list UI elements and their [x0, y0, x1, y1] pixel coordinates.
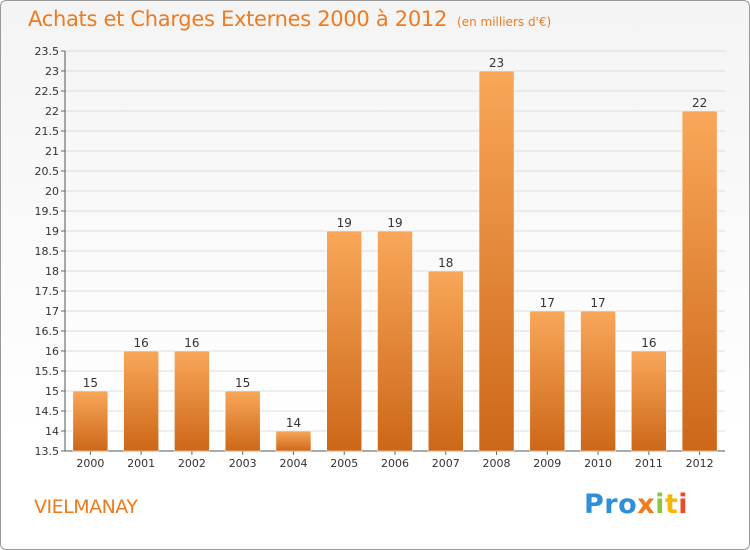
y-tick-label: 16	[45, 345, 59, 358]
data-label-2004: 14	[286, 416, 301, 430]
data-label-2006: 19	[387, 216, 402, 230]
bar-2012	[681, 110, 718, 452]
x-tick-label-2012: 2012	[686, 457, 714, 470]
y-tick-label: 20	[45, 185, 59, 198]
data-label-2008: 23	[489, 56, 504, 70]
y-tick-label: 16.5	[35, 325, 60, 338]
bar-2005	[326, 230, 362, 452]
logo-part-pro: Pro	[584, 489, 638, 520]
data-label-2011: 16	[641, 336, 656, 350]
logo-part-i2: i	[678, 489, 689, 520]
data-label-2002: 16	[184, 336, 199, 350]
x-tick-label-2002: 2002	[178, 457, 206, 470]
x-tick-label-2010: 2010	[584, 457, 612, 470]
data-label-2005: 19	[337, 216, 352, 230]
y-tick-label: 19.5	[35, 205, 60, 218]
x-tick-label-2001: 2001	[127, 457, 155, 470]
y-tick-labels: 13.5 14 14.5 15 15.5 16 16.5 17 17.5 18 18.5 19 19.5…	[35, 45, 60, 458]
data-label-2007: 18	[438, 256, 453, 270]
x-tick-label-2009: 2009	[533, 457, 561, 470]
data-label-2001: 16	[134, 336, 149, 350]
y-tick-label: 15	[45, 385, 59, 398]
x-tick-label-2008: 2008	[483, 457, 511, 470]
x-tick-label-2005: 2005	[330, 457, 358, 470]
bars	[72, 70, 718, 452]
y-tick-label: 21.5	[35, 125, 60, 138]
proxiti-logo[interactable]: Proxiti	[584, 489, 688, 520]
bar-2001	[123, 350, 159, 452]
y-tick-label: 14.5	[35, 405, 60, 418]
data-labels: 15 16 16 15 14 19 19 18 23 17 17 16 22	[83, 56, 708, 430]
y-tick-label: 17	[45, 305, 59, 318]
y-tick-label: 23	[45, 65, 59, 78]
bar-2008	[478, 70, 515, 452]
bar-2003	[224, 390, 261, 452]
chart-title-text: Achats et Charges Externes 2000 à 2012	[28, 7, 448, 31]
data-label-2012: 22	[692, 96, 707, 110]
y-tick-label: 13.5	[35, 445, 60, 458]
y-tick-label: 18.5	[35, 245, 60, 258]
y-tick-label: 19	[45, 225, 59, 238]
logo-part-t: t	[664, 489, 679, 520]
y-tick-label: 15.5	[35, 365, 60, 378]
chart-subtitle: (en milliers d'€)	[457, 15, 552, 29]
bar-2011	[631, 350, 667, 452]
bar-2000	[72, 390, 109, 452]
x-tick-label-2006: 2006	[381, 457, 409, 470]
y-tick-label: 22	[45, 105, 59, 118]
y-tick-label: 20.5	[35, 165, 60, 178]
x-tick-label-2007: 2007	[432, 457, 460, 470]
y-tick-label: 18	[45, 265, 59, 278]
x-tick-label-2004: 2004	[279, 457, 307, 470]
bar-2004	[275, 430, 312, 452]
bar-2007	[428, 270, 464, 452]
data-label-2010: 17	[590, 296, 605, 310]
bar-2002	[174, 350, 210, 452]
bar-2009	[529, 310, 566, 452]
commune-name: VIELMANAY	[34, 496, 138, 518]
x-tick-label-2000: 2000	[76, 457, 104, 470]
data-label-2000: 15	[83, 376, 98, 390]
data-label-2003: 15	[235, 376, 250, 390]
y-tick-label: 14	[45, 425, 59, 438]
bar-2010	[580, 310, 616, 452]
y-tick-label: 23.5	[35, 45, 60, 58]
x-tick-label-2011: 2011	[635, 457, 663, 470]
x-tick-labels: 2000 2001 2002 2003 2004 2005 2006 2007 2008 2009…	[76, 457, 713, 470]
data-label-2009: 17	[540, 296, 555, 310]
y-tick-label: 17.5	[35, 285, 60, 298]
logo-part-i: i	[655, 489, 665, 520]
bar-2006	[377, 230, 413, 452]
y-tick-label: 22.5	[35, 85, 60, 98]
chart-title: Achats et Charges Externes 2000 à 2012 (e…	[28, 7, 551, 31]
logo-part-x: x	[637, 489, 656, 520]
y-tick-label: 21	[45, 145, 59, 158]
x-tick-label-2003: 2003	[229, 457, 257, 470]
